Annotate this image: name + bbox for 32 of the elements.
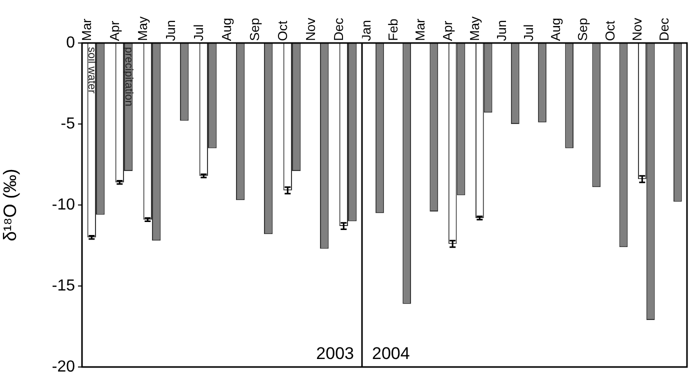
- x-tick-label: Oct: [602, 20, 618, 41]
- x-tick-label: Sep: [575, 18, 590, 41]
- x-tick-label: Feb: [386, 18, 401, 41]
- y-axis-title: δ¹⁸O (‰): [0, 168, 20, 242]
- x-tick-label: Oct: [274, 20, 290, 41]
- x-tick-label: Apr: [440, 20, 455, 41]
- x-tick-label: Jun: [494, 20, 509, 41]
- y-tick-label: -10: [52, 196, 76, 214]
- x-tick-label: Jul: [190, 24, 206, 41]
- x-tick-label: Nov: [629, 17, 644, 41]
- x-tick-label: Aug: [218, 18, 234, 41]
- x-tick-label: May: [134, 16, 150, 41]
- annotation: 2003: [316, 344, 354, 364]
- y-tick-label: -20: [52, 358, 76, 372]
- y-tick-label: -5: [60, 115, 76, 132]
- annotation: 2004: [372, 344, 410, 364]
- x-tick-label: Mar: [78, 18, 94, 41]
- x-tick-label: Nov: [302, 17, 318, 41]
- x-tick-label: Jun: [162, 20, 178, 41]
- x-tick-label: Jan: [358, 20, 374, 41]
- series-label: soil water: [86, 47, 98, 94]
- y-tick-label: 0: [66, 34, 76, 52]
- x-tick-label: Dec: [330, 17, 346, 41]
- x-tick-label: Dec: [656, 17, 672, 41]
- x-tick-label: May: [466, 16, 482, 41]
- series-label: precipitation: [122, 47, 134, 106]
- x-tick-label: Apr: [106, 20, 122, 41]
- x-tick-label: Aug: [548, 18, 564, 41]
- y-tick-label: -15: [52, 277, 76, 294]
- x-tick-label: Sep: [246, 18, 262, 41]
- x-tick-label: Mar: [412, 18, 428, 41]
- x-tick-label: Jul: [521, 24, 536, 41]
